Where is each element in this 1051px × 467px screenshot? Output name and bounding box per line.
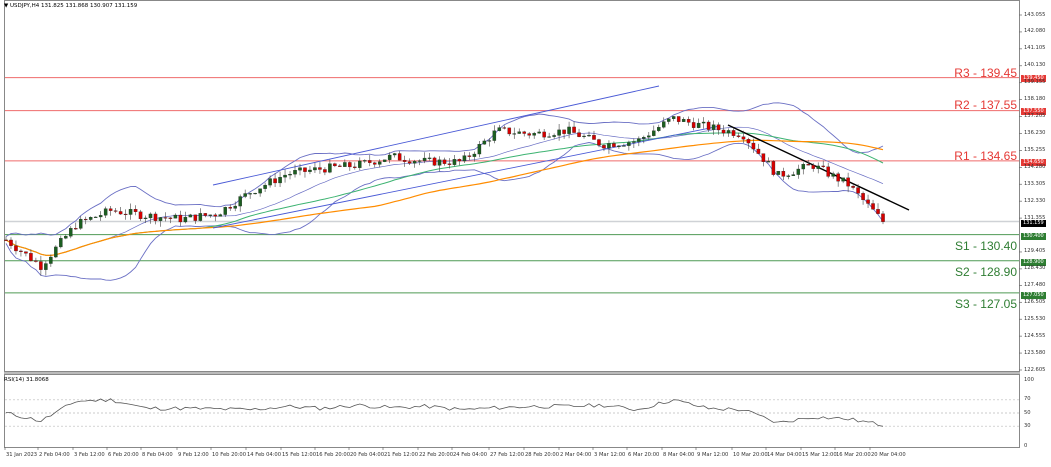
price-tick-label: 127.480 — [1024, 281, 1046, 288]
time-tick-label: 20 Mar 04:00 — [871, 452, 906, 458]
price-tick-label: 139.155 — [1024, 79, 1046, 86]
symbol-ohlc-text: USDJPY,H4 131.825 131.868 130.907 131.15… — [9, 3, 138, 9]
price-tick-label: 138.180 — [1024, 96, 1046, 103]
time-tick-label: 27 Feb 12:00 — [490, 452, 525, 458]
r2-price-tag: 137.550 — [1021, 108, 1046, 115]
main-chart-frame — [4, 0, 1020, 372]
time-tick-label: 8 Feb 04:00 — [142, 452, 173, 458]
price-axis-ticks — [1019, 14, 1022, 371]
support-resistance-lines — [5, 77, 1019, 294]
r1-price-tag: 134.650 — [1021, 159, 1046, 166]
candlesticks — [4, 116, 885, 276]
time-tick-label: 22 Feb 20:00 — [419, 452, 454, 458]
rsi-title: RSI(14) 31.8068 — [4, 377, 49, 383]
time-tick-label: 24 Feb 04:00 — [453, 452, 488, 458]
time-tick-label: 10 Mar 20:00 — [733, 452, 768, 458]
price-tick-label: 126.505 — [1024, 298, 1046, 305]
price-tick-label: 125.530 — [1024, 315, 1046, 322]
time-tick-label: 2 Mar 04:00 — [560, 452, 592, 458]
price-tick-label: 124.555 — [1024, 332, 1046, 339]
time-tick-label: 21 Feb 12:00 — [384, 452, 419, 458]
dropdown-triangle-icon[interactable]: ▼ — [4, 3, 9, 9]
symbol-title[interactable]: ▼ USDJPY,H4 131.825 131.868 130.907 131.… — [4, 3, 137, 9]
time-tick-label: 14 Mar 04:00 — [767, 452, 802, 458]
price-tick-label: 135.255 — [1024, 146, 1046, 153]
time-tick-label: 28 Feb 20:00 — [525, 452, 560, 458]
price-tick-label: 133.305 — [1024, 180, 1046, 187]
s1-label: S1 - 130.40 — [954, 239, 1017, 253]
rsi-level-label: 70 — [1024, 396, 1031, 403]
price-tick-label: 128.430 — [1024, 265, 1046, 272]
rsi-indicator — [5, 398, 1019, 427]
price-tick-label: 131.355 — [1024, 214, 1046, 221]
time-tick-label: 6 Feb 20:00 — [108, 452, 139, 458]
time-tick-label: 9 Mar 12:00 — [697, 452, 729, 458]
r2-label: R2 - 137.55 — [954, 98, 1017, 112]
price-tick-label: 132.330 — [1024, 197, 1046, 204]
time-tick-label: 16 Feb 20:00 — [316, 452, 351, 458]
time-tick-label: 3 Mar 12:00 — [594, 452, 626, 458]
r1-label: R1 - 134.65 — [954, 149, 1017, 163]
time-tick-label: 14 Feb 04:00 — [247, 452, 282, 458]
current-price-tag: 131.159 — [1021, 220, 1046, 227]
s1-price-tag: 130.400 — [1021, 233, 1046, 240]
s2-price-tag: 128.900 — [1021, 259, 1046, 266]
price-tick-label: 142.080 — [1024, 28, 1046, 35]
rsi-panel-frame — [4, 374, 1020, 448]
r3-label: R3 - 139.45 — [954, 66, 1017, 80]
time-tick-label: 3 Feb 12:00 — [74, 452, 105, 458]
price-tick-label: 134.280 — [1024, 163, 1046, 170]
time-tick-label: 2 Feb 04:00 — [39, 452, 70, 458]
price-tick-label: 123.580 — [1024, 349, 1046, 356]
r3-price-tag: 139.450 — [1021, 75, 1046, 82]
price-tick-label: 143.055 — [1024, 11, 1046, 18]
rsi-level-label: 100 — [1024, 376, 1034, 383]
rsi-level-label: 0 — [1024, 442, 1028, 449]
time-tick-label: 15 Mar 12:00 — [802, 452, 837, 458]
price-tick-label: 140.130 — [1024, 62, 1046, 69]
time-tick-label: 6 Mar 20:00 — [628, 452, 660, 458]
price-tick-label: 141.105 — [1024, 45, 1046, 52]
time-tick-label: 8 Mar 04:00 — [663, 452, 695, 458]
price-tick-label: 129.405 — [1024, 248, 1046, 255]
time-tick-label: 16 Mar 20:00 — [836, 452, 871, 458]
rsi-level-label: 50 — [1024, 409, 1031, 416]
s3-price-tag: 127.050 — [1021, 292, 1046, 299]
s3-label: S3 - 127.05 — [954, 297, 1017, 311]
time-tick-label: 9 Feb 12:00 — [178, 452, 209, 458]
time-tick-label: 31 Jan 2023 — [6, 452, 38, 458]
price-tick-label: 136.230 — [1024, 129, 1046, 136]
time-tick-label: 20 Feb 04:00 — [350, 452, 385, 458]
price-tick-label: 122.605 — [1024, 366, 1046, 373]
time-axis-ticks — [4, 447, 871, 450]
s2-label: S2 - 128.90 — [954, 265, 1017, 279]
rsi-level-label: 30 — [1024, 422, 1031, 429]
time-tick-label: 10 Feb 20:00 — [212, 452, 247, 458]
time-tick-label: 15 Feb 12:00 — [282, 452, 317, 458]
price-tick-label: 137.205 — [1024, 113, 1046, 120]
